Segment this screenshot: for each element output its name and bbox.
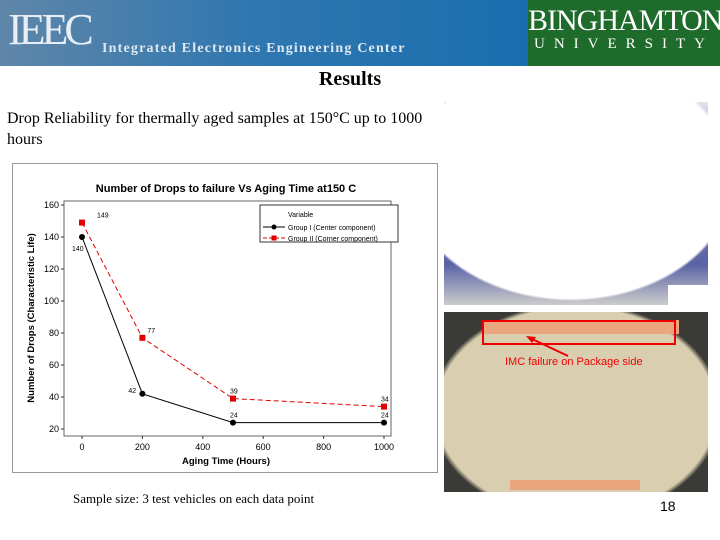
- binghamton-text: BINGHAMTON: [528, 4, 720, 37]
- cross-section-micrograph-bottom: [444, 312, 708, 492]
- slide-description: Drop Reliability for thermally aged samp…: [7, 110, 423, 148]
- x-tick-label: 400: [195, 442, 210, 452]
- data-label: 149: [97, 213, 109, 220]
- data-point-group-1: [79, 234, 85, 240]
- data-point-group-2: [79, 219, 85, 226]
- data-point-group-2: [381, 403, 387, 410]
- page-number: 18: [660, 498, 676, 514]
- legend-title: Variable: [288, 212, 313, 219]
- cross-section-micrograph-top: [444, 102, 708, 305]
- x-axis-label: Aging Time (Hours): [182, 456, 270, 467]
- series-line-1: [81, 236, 384, 424]
- data-label: 34: [381, 397, 389, 404]
- y-tick-label: 40: [49, 392, 59, 402]
- legend-marker: [271, 224, 277, 230]
- chart: Number of Drops to failure Vs Aging Time…: [12, 163, 438, 473]
- data-label: 24: [381, 413, 389, 420]
- university-text: UNIVERSITY: [534, 36, 714, 52]
- y-tick-label: 60: [49, 360, 59, 370]
- y-tick-label: 20: [49, 424, 59, 434]
- binghamton-logo: BINGHAMTON UNIVERSITY: [528, 0, 720, 66]
- x-tick-label: 0: [79, 442, 84, 452]
- y-tick-label: 80: [49, 328, 59, 338]
- series-line-2: [81, 222, 385, 408]
- y-tick-label: 120: [44, 264, 59, 274]
- data-point-group-2: [230, 395, 236, 402]
- data-point-group-1: [139, 390, 146, 397]
- data-point-group-2: [139, 334, 146, 341]
- data-point-group-1: [381, 419, 387, 426]
- y-tick-label: 100: [44, 296, 59, 306]
- data-point-group-1: [230, 419, 236, 426]
- data-label: 39: [230, 389, 238, 396]
- plot-frame: [63, 200, 392, 437]
- y-tick-label: 160: [44, 200, 59, 210]
- sample-size-note: Sample size: 3 test vehicles on each dat…: [73, 491, 315, 506]
- legend-box: [259, 204, 399, 243]
- data-label: 42: [128, 388, 136, 395]
- x-tick-label: 200: [135, 442, 150, 452]
- y-axis-label: Number of Drops (Characteristic Life): [26, 233, 37, 402]
- data-label: 24: [230, 413, 238, 420]
- legend-entry: Group I (Center component): [288, 225, 376, 232]
- x-tick-label: 800: [316, 442, 331, 452]
- chart-svg: Number of Drops to failure Vs Aging Time…: [26, 183, 399, 467]
- x-tick-label: 600: [256, 442, 271, 452]
- chart-title: Number of Drops to failure Vs Aging Time…: [96, 183, 356, 195]
- legend-marker: [271, 235, 277, 241]
- header-banner: IEEC Integrated Electronics Engineering …: [0, 0, 720, 66]
- y-tick-label: 140: [44, 232, 59, 242]
- data-label: 140: [72, 246, 84, 253]
- ieec-logo: IEEC: [8, 5, 94, 54]
- ieec-subtitle: Integrated Electronics Engineering Cente…: [102, 41, 406, 56]
- imc-highlight-box: [482, 320, 676, 345]
- imc-annotation: IMC failure on Package side: [505, 356, 643, 368]
- slide-title: Results: [318, 68, 382, 90]
- x-tick-label: 1000: [374, 442, 394, 452]
- data-label: 77: [147, 328, 155, 335]
- legend-entry: Group II (Corner component): [288, 236, 378, 243]
